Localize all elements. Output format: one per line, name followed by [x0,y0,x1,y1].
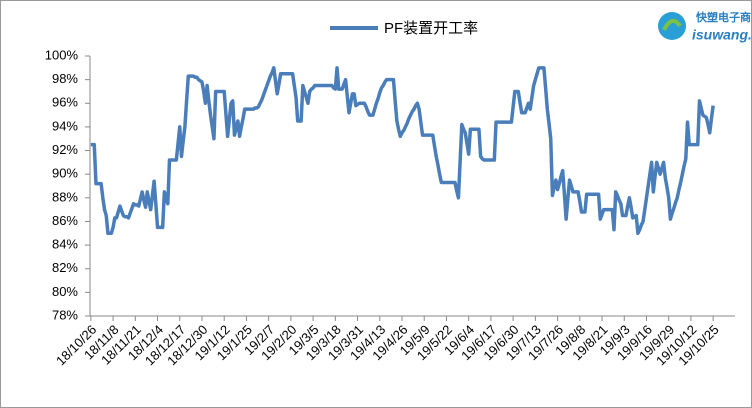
y-tick-label: 84% [52,237,78,252]
y-tick-label: 100% [45,47,79,62]
logo-en: isuwang.c [692,27,752,43]
series-line [90,66,715,236]
y-tick-label: 80% [52,284,78,299]
legend-label: PF装置开工率 [384,20,478,37]
y-tick-label: 86% [52,213,78,228]
logo-cn: 快塑电子商 [695,10,751,24]
logo-icon [658,12,686,40]
y-tick-label: 82% [52,260,78,275]
y-tick-label: 92% [52,142,78,157]
y-tick-label: 94% [52,118,78,133]
y-tick-label: 96% [52,95,78,110]
y-tick-label: 90% [52,166,78,181]
logo-leaf [662,18,682,31]
y-tick-label: 78% [52,307,78,322]
y-tick-label: 98% [52,71,78,86]
y-tick-label: 88% [52,189,78,204]
